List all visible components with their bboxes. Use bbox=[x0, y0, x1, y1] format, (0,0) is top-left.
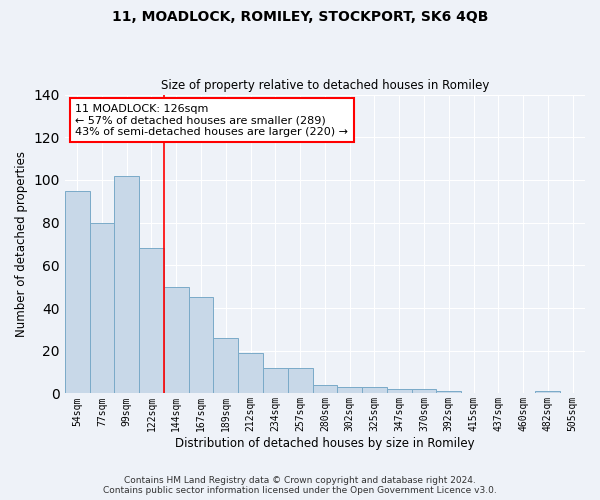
Bar bbox=[188, 298, 214, 394]
Bar bbox=[263, 368, 288, 394]
Bar bbox=[387, 389, 412, 394]
Bar bbox=[164, 286, 188, 394]
Bar bbox=[362, 387, 387, 394]
Y-axis label: Number of detached properties: Number of detached properties bbox=[15, 151, 28, 337]
Bar bbox=[535, 392, 560, 394]
Bar bbox=[313, 385, 337, 394]
Text: 11, MOADLOCK, ROMILEY, STOCKPORT, SK6 4QB: 11, MOADLOCK, ROMILEY, STOCKPORT, SK6 4Q… bbox=[112, 10, 488, 24]
X-axis label: Distribution of detached houses by size in Romiley: Distribution of detached houses by size … bbox=[175, 437, 475, 450]
Bar bbox=[139, 248, 164, 394]
Bar bbox=[288, 368, 313, 394]
Bar bbox=[115, 176, 139, 394]
Bar bbox=[65, 190, 89, 394]
Title: Size of property relative to detached houses in Romiley: Size of property relative to detached ho… bbox=[161, 79, 489, 92]
Text: Contains HM Land Registry data © Crown copyright and database right 2024.
Contai: Contains HM Land Registry data © Crown c… bbox=[103, 476, 497, 495]
Text: 11 MOADLOCK: 126sqm
← 57% of detached houses are smaller (289)
43% of semi-detac: 11 MOADLOCK: 126sqm ← 57% of detached ho… bbox=[75, 104, 348, 136]
Bar bbox=[412, 389, 436, 394]
Bar bbox=[337, 387, 362, 394]
Bar bbox=[436, 392, 461, 394]
Bar bbox=[238, 353, 263, 394]
Bar bbox=[214, 338, 238, 394]
Bar bbox=[89, 222, 115, 394]
